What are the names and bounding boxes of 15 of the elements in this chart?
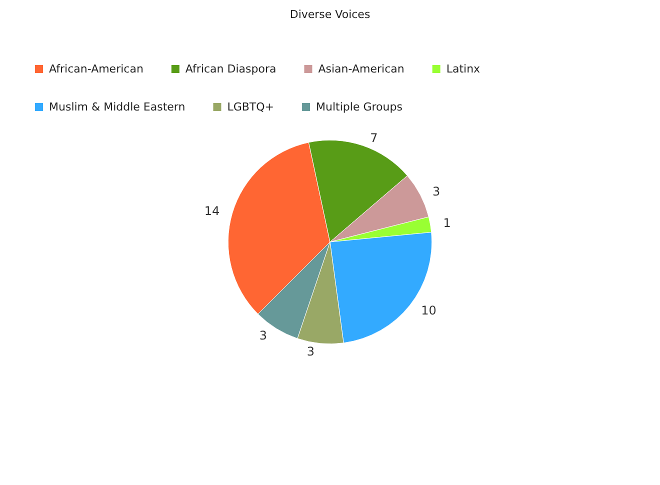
legend-label: Multiple Groups: [316, 100, 403, 114]
legend-label: Muslim & Middle Eastern: [49, 100, 186, 114]
legend-label: Latinx: [446, 62, 481, 76]
data-label: 10: [421, 303, 436, 318]
data-label: 7: [370, 130, 378, 145]
data-label: 3: [432, 184, 440, 198]
chart-title: Diverse Voices: [290, 8, 370, 21]
legend-label: Asian-American: [318, 62, 404, 76]
legend-label: African-American: [49, 62, 144, 76]
data-label: 14: [204, 204, 220, 218]
data-label: 1: [443, 216, 451, 230]
data-label: 3: [306, 344, 314, 358]
data-label: 3: [259, 328, 268, 342]
legend-label: African Diaspora: [185, 62, 276, 76]
legend-label: LGBTQ+: [227, 100, 274, 114]
